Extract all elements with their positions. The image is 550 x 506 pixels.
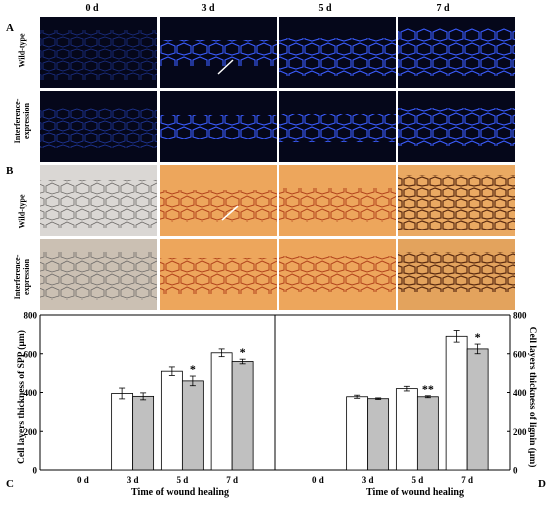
column-header-7d: 7 d [436, 3, 450, 14]
x-tick-label: 3 d [362, 475, 374, 485]
chart-d: 0 200 400 600 800 0 d 3 d 5 d ** 7 d * [274, 312, 527, 485]
y-tick-label: 200 [24, 427, 38, 437]
significance-marker: * [190, 362, 196, 376]
bar-interference [132, 395, 155, 471]
bar-interference [231, 361, 254, 471]
x-tick-label: 3 d [127, 475, 139, 485]
chart-c-xlabel: Time of wound healing [131, 487, 229, 498]
bar-wildtype [346, 396, 369, 471]
panel-b-wt-0d [40, 165, 157, 236]
y-tick-label: 800 [24, 312, 38, 321]
panel-letter-c: C [6, 478, 14, 490]
panel-b-int-7d [398, 239, 515, 310]
arrow-icon [217, 59, 234, 75]
bar-wildtype [445, 335, 468, 471]
y-tick-label: 400 [24, 388, 38, 398]
x-tick-label: 7 d [461, 475, 473, 485]
y-tick-label: 600 [513, 349, 527, 359]
y-tick-label: 400 [513, 388, 527, 398]
column-header-0d: 0 d [85, 3, 99, 14]
x-tick-label: 7 d [226, 475, 238, 485]
panel-b-int-0d [40, 239, 157, 310]
panel-a-wt-3d [160, 17, 277, 88]
bar-wildtype [111, 393, 134, 471]
panel-a-int-5d [279, 91, 396, 162]
y-tick-label: 800 [513, 312, 527, 321]
y-tick-label: 0 [33, 466, 38, 476]
bar-wildtype [395, 388, 418, 471]
chart-c: 0 200 400 600 800 0 d 3 d 5 d * 7 d * [24, 312, 275, 485]
panel-b-int-3d [160, 239, 277, 310]
panel-b-int-5d [279, 239, 396, 310]
panel-b-wt-7d [398, 165, 515, 236]
arrow-icon [221, 205, 239, 221]
panel-letter-d: D [538, 478, 546, 490]
panel-a-wt-5d [279, 17, 396, 88]
y-tick-label: 0 [513, 466, 518, 476]
x-tick-label: 5 d [411, 475, 423, 485]
bar-wildtype [210, 352, 233, 471]
micrograph-grid [40, 17, 515, 310]
x-tick-label: 0 d [77, 475, 89, 485]
significance-marker: * [475, 330, 481, 344]
bar-interference [466, 348, 489, 471]
panel-letter-a: A [6, 22, 14, 34]
panel-letter-b: B [6, 165, 14, 177]
chart-d-xlabel: Time of wound healing [366, 487, 464, 498]
column-header-3d: 3 d [201, 3, 215, 14]
panel-a-wt-7d [398, 17, 515, 88]
bar-interference [416, 396, 439, 471]
significance-marker: ** [422, 382, 434, 396]
y-tick-label: 600 [24, 349, 38, 359]
x-tick-label: 5 d [176, 475, 188, 485]
chart-d-ylabel: Cell layers thickness of lignin (μm) [527, 326, 537, 468]
panel-a-int-3d [160, 91, 277, 162]
significance-marker: * [240, 345, 246, 359]
bar-wildtype [160, 370, 183, 471]
panel-a-wt-0d [40, 17, 157, 88]
bar-charts: 0 200 400 600 800 0 d 3 d 5 d * 7 d * 0 200 400 600 80… [24, 312, 528, 485]
panel-b-wt-3d [160, 165, 277, 236]
column-header-5d: 5 d [318, 3, 332, 14]
panel-a-int-0d [40, 91, 157, 162]
chart-c-ylabel: Cell layers thickness of SPP (μm) [17, 330, 27, 464]
panel-b-wt-5d [279, 165, 396, 236]
panel-a-int-7d [398, 91, 515, 162]
y-tick-label: 200 [513, 427, 527, 437]
bar-interference [181, 380, 204, 471]
x-tick-label: 0 d [312, 475, 324, 485]
bar-interference [367, 398, 390, 471]
